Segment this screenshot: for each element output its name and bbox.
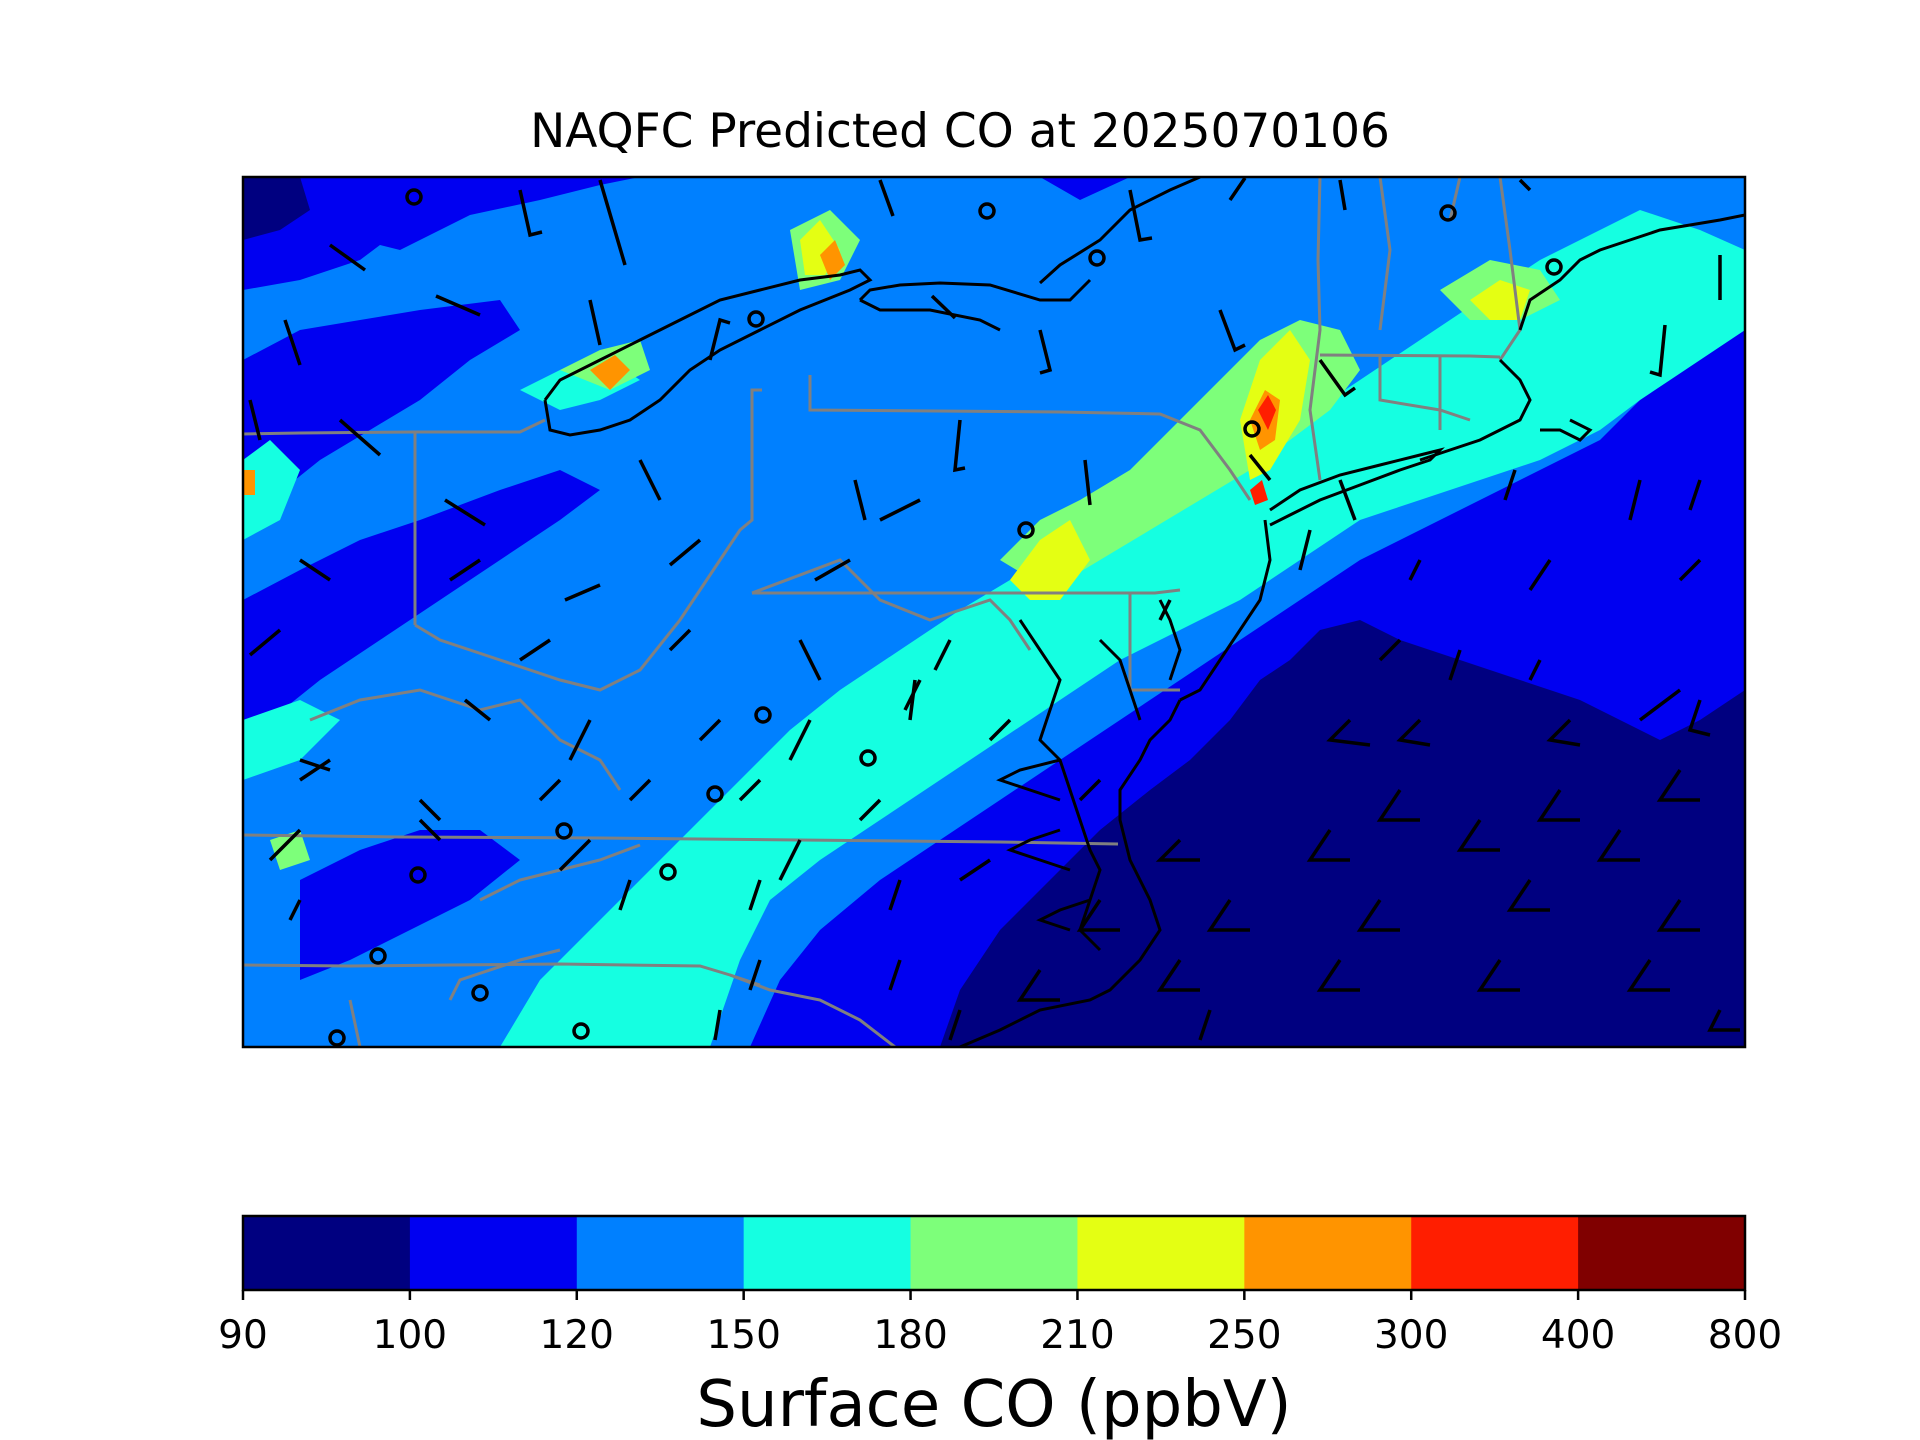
colorbar-tick-label: 120 [540,1313,614,1358]
colorbar: 90 100 120 150 180 210 250 300 400 800 [218,1214,1782,1358]
colorbar-bin [910,1216,1078,1290]
colorbar-frame [241,1214,1747,1292]
colorbar-bin [576,1216,745,1290]
colorbar-bin [1077,1216,1245,1290]
co-band-210-250 [1010,520,1090,600]
colorbar-bin [409,1216,578,1290]
map-title: NAQFC Predicted CO at 2025070106 [530,104,1390,159]
colorbar-bin [1411,1216,1579,1290]
colorbar-bin [743,1216,912,1290]
colorbar-tick-label: 150 [706,1313,780,1358]
colorbar-tick-label: 90 [218,1313,268,1358]
calm-wind-circles [328,188,1563,1047]
colorbar-bin [243,1216,411,1290]
colorbar-tick-label: 100 [373,1313,447,1358]
map-frame [241,175,1747,1049]
colorbar-tick-label: 800 [1708,1313,1782,1358]
colorbar-tick-label: 250 [1207,1313,1281,1358]
colorbar-tick-label: 210 [1040,1313,1114,1358]
coastlines [543,177,1745,1047]
state-borders [243,177,1522,1047]
colorbar-label: Surface CO (ppbV) [696,1368,1291,1440]
co-field [243,177,1745,1047]
co-band-90-100 [940,620,1745,1047]
co-band-300-400 [1258,395,1276,430]
co-band-150-180 [500,210,1745,1047]
colorbar-bin [1244,1216,1412,1290]
colorbar-tick-label: 180 [873,1313,947,1358]
wind-barbs [248,177,1740,1041]
colorbar-tick-label: 300 [1374,1313,1448,1358]
colorbar-tick-label: 400 [1541,1313,1615,1358]
colorbar-bin [1578,1216,1746,1290]
